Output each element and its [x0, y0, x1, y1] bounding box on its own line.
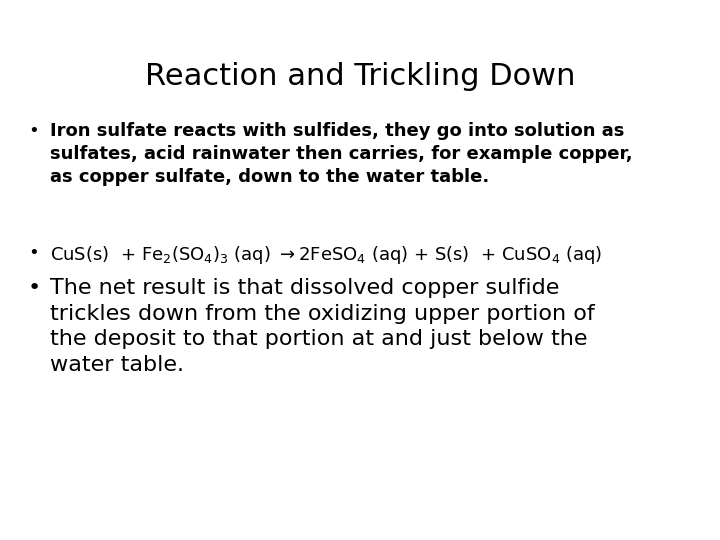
Text: Reaction and Trickling Down: Reaction and Trickling Down — [145, 62, 575, 91]
Text: •: • — [28, 244, 39, 262]
Text: CuS(s)  + Fe$_2$(SO$_4$)$_3$ (aq) $\rightarrow$2FeSO$_4$ (aq) + S(s)  + CuSO$_4$: CuS(s) + Fe$_2$(SO$_4$)$_3$ (aq) $\right… — [50, 244, 602, 266]
Text: •: • — [28, 278, 41, 298]
Text: The net result is that dissolved copper sulfide
trickles down from the oxidizing: The net result is that dissolved copper … — [50, 278, 595, 375]
Text: •: • — [28, 122, 39, 140]
Text: Iron sulfate reacts with sulfides, they go into solution as
sulfates, acid rainw: Iron sulfate reacts with sulfides, they … — [50, 122, 633, 186]
